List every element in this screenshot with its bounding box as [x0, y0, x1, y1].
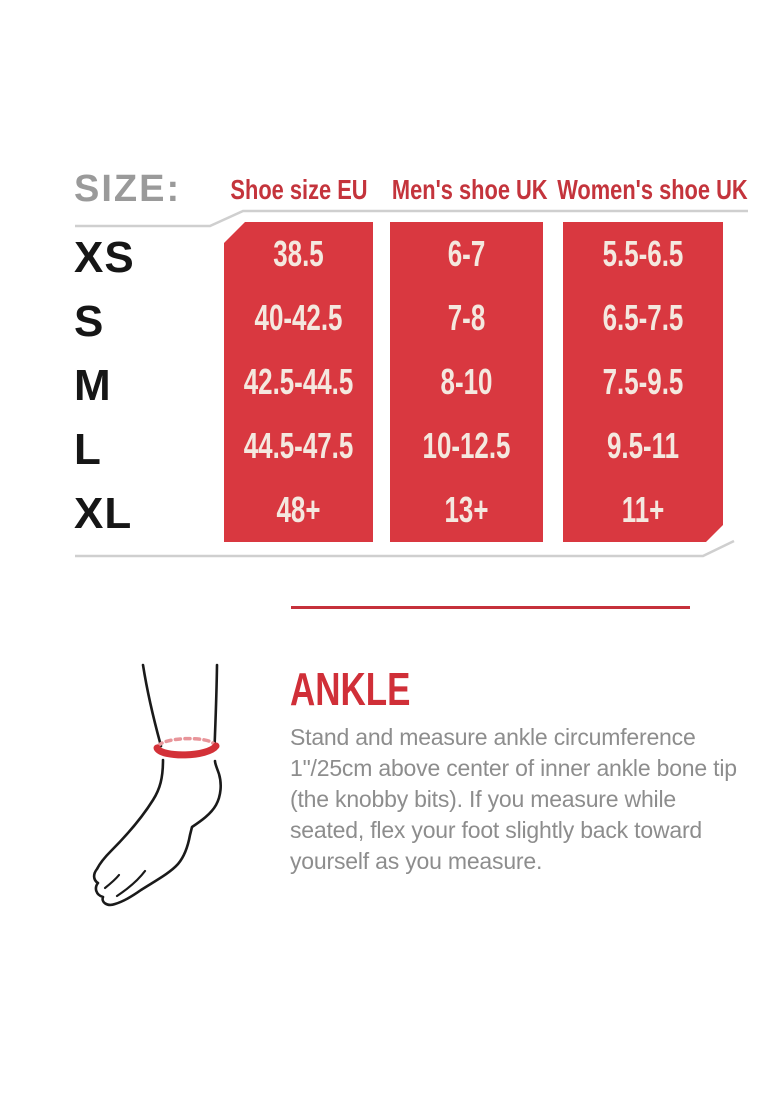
size-cell: 44.5-47.5 [243, 425, 354, 466]
size-cell: 6.5-7.5 [602, 297, 684, 338]
size-cell: 11+ [621, 489, 665, 530]
size-cell: 9.5-11 [606, 425, 680, 466]
size-chart-title: SIZE: [74, 168, 182, 210]
size-cell: 42.5-44.5 [243, 361, 354, 402]
size-cell: 7-8 [447, 297, 486, 338]
size-cell: 8-10 [440, 361, 493, 402]
size-cell: 48+ [276, 489, 321, 530]
guide-heading: ANKLE [290, 663, 411, 715]
foot-outline [92, 758, 222, 907]
column-mens-shoe-uk-values: 6-7 7-8 8-10 10-12.5 13+ [390, 222, 543, 542]
column-womens-shoe-uk-values: 5.5-6.5 6.5-7.5 7.5-9.5 9.5-11 11+ [563, 222, 723, 542]
measuring-band-front [153, 742, 220, 759]
size-cell: 40-42.5 [254, 297, 343, 338]
size-cell: 6-7 [447, 233, 486, 274]
column-header-shoe-size-eu: Shoe size EU [230, 174, 368, 205]
size-row-label: S [74, 297, 105, 346]
size-cell: 38.5 [273, 233, 324, 274]
toe-crease-line [115, 869, 147, 898]
size-row-label: XS [74, 233, 135, 282]
toe-crease-line [103, 873, 121, 890]
shin-front-line [141, 663, 163, 748]
column-shoe-size-eu-values: 38.5 40-42.5 42.5-44.5 44.5-47.5 48+ [224, 222, 373, 542]
size-cell: 13+ [444, 489, 489, 530]
size-row-label: L [74, 425, 102, 474]
measuring-band-dashed-back [156, 736, 216, 748]
guide-body-text: Stand and measure ankle circumference 1"… [290, 724, 737, 874]
shin-back-line [213, 663, 219, 750]
ankle-measurement-foot-illustration [92, 663, 222, 907]
size-cell: 5.5-6.5 [602, 233, 684, 274]
column-header-womens-shoe-uk: Women's shoe UK [557, 174, 748, 205]
size-row-label: M [74, 361, 112, 410]
size-cell: 7.5-9.5 [602, 361, 684, 402]
size-row-label: XL [74, 489, 133, 538]
column-header-mens-shoe-uk: Men's shoe UK [391, 174, 548, 205]
section-divider-line [291, 606, 690, 609]
size-cell: 10-12.5 [422, 425, 511, 466]
